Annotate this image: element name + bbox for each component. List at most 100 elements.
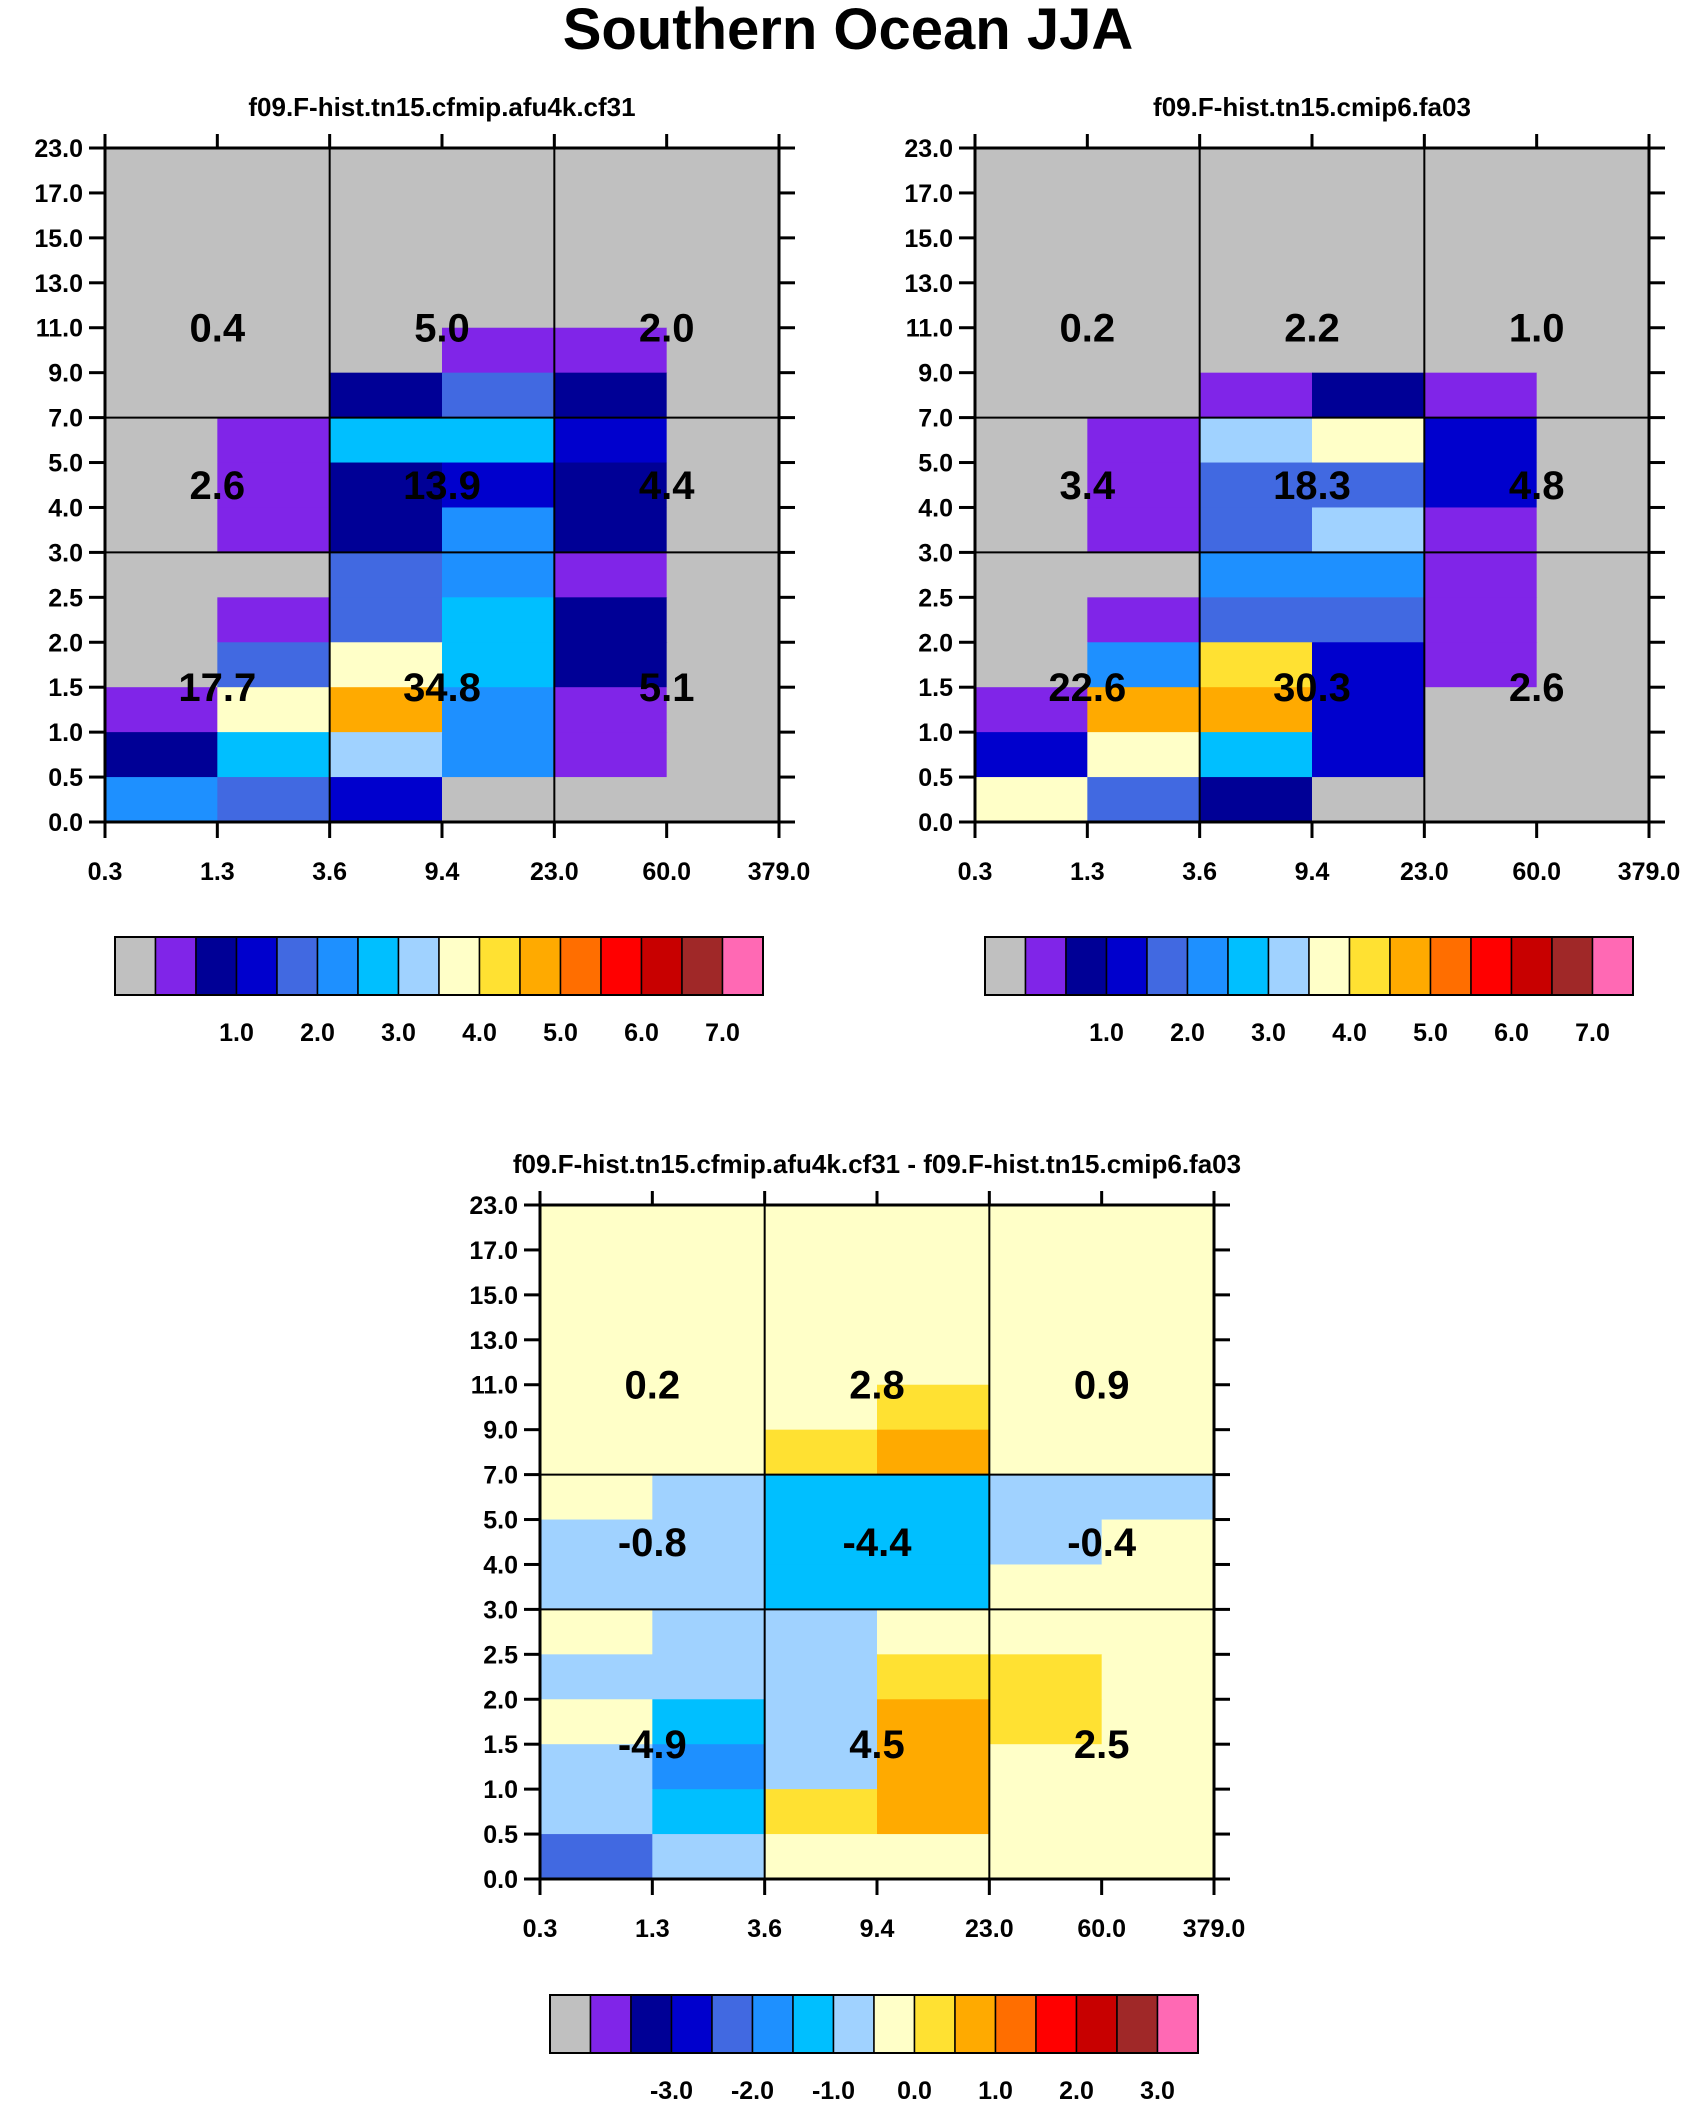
heatmap-cell xyxy=(442,777,555,823)
region-value-label: 4.4 xyxy=(639,464,695,508)
heatmap-cell xyxy=(1087,552,1201,598)
x-tick-label: 3.6 xyxy=(312,858,347,886)
heatmap-cell xyxy=(554,462,668,509)
heatmap-cell xyxy=(554,148,668,194)
heatmap-cell xyxy=(540,1654,653,1700)
heatmap-cell xyxy=(1424,687,1538,733)
heatmap-cell xyxy=(217,148,331,194)
heatmap-cell xyxy=(1424,282,1538,329)
heatmap-cell xyxy=(105,507,218,553)
heatmap-cell xyxy=(764,1205,878,1251)
heatmap-cell xyxy=(652,1474,766,1521)
heatmap-cell xyxy=(540,1519,653,1566)
colorbar-swatch xyxy=(1186,936,1229,996)
x-tick-label: 1.3 xyxy=(200,858,235,886)
y-tick-label: 11.0 xyxy=(906,315,953,343)
y-tick-label: 5.0 xyxy=(483,1507,518,1535)
heatmap-cell xyxy=(1101,1789,1215,1835)
heatmap-cell xyxy=(764,1339,878,1386)
heatmap-cell xyxy=(975,777,1088,823)
heatmap-cell xyxy=(1424,507,1538,553)
region-value-label: 2.6 xyxy=(190,464,246,508)
x-tick-label: 23.0 xyxy=(530,858,579,886)
heatmap-cell xyxy=(764,1699,878,1745)
heatmap-cell xyxy=(105,327,218,374)
heatmap-cell xyxy=(975,552,1088,598)
heatmap-cell xyxy=(652,1429,766,1476)
colorbar-swatch xyxy=(1024,936,1067,996)
heatmap-cell xyxy=(877,1294,990,1341)
heatmap-cell xyxy=(975,237,1088,284)
colorbar-swatch xyxy=(721,936,764,996)
colorbar-swatch xyxy=(276,936,319,996)
colorbar-swatch xyxy=(1510,936,1553,996)
heatmap-cell xyxy=(666,642,780,688)
heatmap-cell xyxy=(554,192,668,239)
heatmap-cell xyxy=(989,1249,1103,1296)
colorbar-swatch xyxy=(670,1994,713,2054)
heatmap-cell xyxy=(554,237,668,284)
colorbar-swatch xyxy=(913,1994,956,2054)
region-value-label: 17.7 xyxy=(178,666,256,710)
y-tick-label: 2.5 xyxy=(483,1641,518,1669)
x-tick-label: 23.0 xyxy=(1400,858,1449,886)
y-tick-label: 11.0 xyxy=(36,315,83,343)
heatmap-cell xyxy=(329,507,443,553)
heatmap-cell xyxy=(975,687,1088,733)
region-value-label: 5.0 xyxy=(414,307,470,351)
heatmap-cell xyxy=(652,1294,766,1341)
colorbar-swatch xyxy=(1156,1994,1199,2054)
heatmap-cell xyxy=(217,417,331,464)
heatmap-cell xyxy=(1312,462,1425,509)
heatmap-cell xyxy=(217,192,331,239)
heatmap-cell xyxy=(1087,687,1201,733)
colorbar-label: 5.0 xyxy=(1413,1019,1448,1047)
heatmap-cell xyxy=(877,1744,990,1790)
heatmap-cell xyxy=(540,1294,653,1341)
colorbar-label: 1.0 xyxy=(219,1019,254,1047)
heatmap-cell xyxy=(1101,1474,1215,1521)
region-value-label: -0.4 xyxy=(1067,1521,1137,1565)
colorbar-swatch xyxy=(549,1994,592,2054)
region-value-label: 2.5 xyxy=(1074,1723,1130,1767)
heatmap-cell xyxy=(1087,327,1201,374)
heatmap-cell xyxy=(329,552,443,598)
y-tick-label: 2.0 xyxy=(48,629,83,657)
y-tick-label: 23.0 xyxy=(34,135,83,163)
heatmap-cell xyxy=(217,462,331,509)
heatmap-cell xyxy=(1087,148,1201,194)
colorbar-swatch xyxy=(1146,936,1189,996)
region-dividers xyxy=(540,1205,1214,1879)
colorbar-swatch xyxy=(1429,936,1472,996)
y-tick-label: 17.0 xyxy=(904,180,953,208)
heatmap-cell xyxy=(1536,417,1650,464)
x-tick-label: 0.3 xyxy=(523,1915,558,1943)
panel-title: f09.F-hist.tn15.cfmip.afu4k.cf31 xyxy=(248,92,635,122)
region-value-label: 0.2 xyxy=(625,1364,681,1408)
colorbar-label: 6.0 xyxy=(624,1019,659,1047)
heatmap-cell xyxy=(217,642,331,688)
heatmap-cell xyxy=(652,1609,766,1655)
heatmap-cell xyxy=(764,1609,878,1655)
heatmap-cell xyxy=(1101,1205,1215,1251)
region-value-label: 0.9 xyxy=(1074,1364,1130,1408)
heatmap-cell xyxy=(329,732,443,778)
heatmap-cell xyxy=(764,1474,878,1521)
heatmap-cell xyxy=(877,1429,990,1476)
heatmap-cell xyxy=(877,1384,990,1431)
heatmap-cell xyxy=(877,1519,990,1566)
heatmap-cell xyxy=(652,1744,766,1790)
heatmap-cell xyxy=(442,687,555,733)
colorbar-label: 2.0 xyxy=(300,1019,335,1047)
heatmap-cell xyxy=(442,282,555,329)
panel-title: f09.F-hist.tn15.cmip6.fa03 xyxy=(1153,92,1471,122)
y-tick-label: 13.0 xyxy=(34,270,83,298)
region-value-label: 4.5 xyxy=(849,1723,905,1767)
heatmap-cell xyxy=(540,1339,653,1386)
heatmap-cell xyxy=(1536,372,1650,419)
y-tick-label: 13.0 xyxy=(904,270,953,298)
heatmap-cell xyxy=(554,507,668,553)
colorbar-swatch xyxy=(954,1994,997,2054)
heatmap-cell xyxy=(1101,1699,1215,1745)
